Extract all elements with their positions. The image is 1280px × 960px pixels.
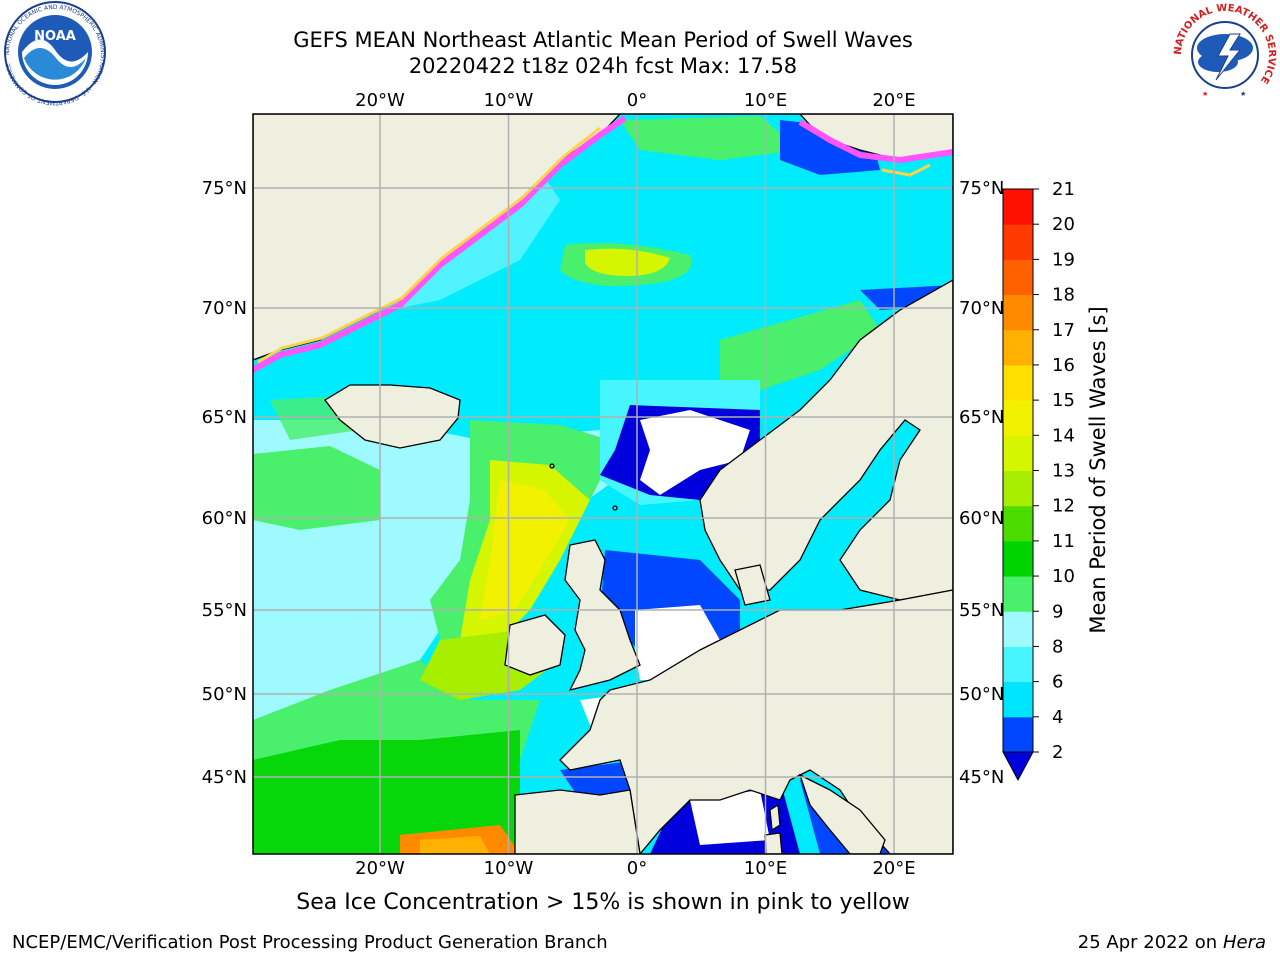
colorbar-bin xyxy=(1003,259,1033,296)
longitude-label: 10°W xyxy=(484,90,534,111)
sea-ice-edge xyxy=(253,115,627,373)
colorbar-label: Mean Period of Swell Waves [s] xyxy=(1086,306,1110,633)
latitude-label: 60°N xyxy=(202,508,247,529)
longitude-label: 20°E xyxy=(872,90,915,111)
latitude-label: 75°N xyxy=(202,178,247,199)
colorbar-bin xyxy=(1003,224,1033,260)
colorbar: 2 4 6 8 9 10 11 12 13 14 15 16 17 18 19 20 21 xyxy=(1002,179,1075,782)
latitude-label: 60°N xyxy=(959,508,1004,529)
svg-text:★: ★ xyxy=(1240,90,1246,98)
map-subtitle: 20220422 t18z 024h fcst Max: 17.58 xyxy=(408,54,798,78)
run-date-credit: 25 Apr 2022 on Hera xyxy=(1078,932,1266,953)
graticule xyxy=(253,114,953,854)
colorbar-bin xyxy=(1003,611,1033,647)
colorbar-tick-label: 8 xyxy=(1052,636,1063,657)
noaa-logo-text: NOAA xyxy=(34,29,76,44)
svg-text:★: ★ xyxy=(1202,90,1208,98)
colorbar-bin xyxy=(1003,681,1033,718)
map-field xyxy=(253,114,953,854)
latitude-label: 50°N xyxy=(959,684,1004,705)
longitude-label: 10°E xyxy=(744,858,787,879)
latitude-label: 50°N xyxy=(202,684,247,705)
colorbar-tick-label: 13 xyxy=(1052,461,1075,482)
longitude-label: 0° xyxy=(627,858,647,879)
latitude-label: 70°N xyxy=(959,298,1004,319)
nws-logo: NATIONAL WEATHER SERVICE ★ ★ xyxy=(1173,3,1277,107)
colorbar-tick-label: 4 xyxy=(1052,707,1063,728)
latitude-label: 75°N xyxy=(959,178,1004,199)
colorbar-frame xyxy=(1002,188,1034,753)
longitude-label: 10°W xyxy=(484,858,534,879)
longitude-label: 20°W xyxy=(355,90,405,111)
colorbar-bin xyxy=(1003,435,1033,471)
latitude-label: 65°N xyxy=(959,407,1004,428)
colorbar-tick-label: 6 xyxy=(1052,672,1063,693)
colorbar-tick-label: 14 xyxy=(1052,425,1075,446)
land-masses xyxy=(253,114,953,854)
colorbar-tick-label: 10 xyxy=(1052,566,1075,587)
swell-field xyxy=(253,116,953,854)
colorbar-bin xyxy=(1003,470,1033,507)
colorbar-bin xyxy=(1003,329,1033,366)
colorbar-bin xyxy=(1003,364,1033,401)
colorbar-bin xyxy=(1003,540,1033,577)
colorbar-bin xyxy=(1003,294,1033,331)
colorbar-extend-arrow xyxy=(1002,751,1034,782)
colorbar-bin xyxy=(1003,576,1033,612)
colorbar-tick-label: 11 xyxy=(1052,531,1075,552)
colorbar-tick-label: 21 xyxy=(1052,179,1075,200)
colorbar-tick-label: 17 xyxy=(1052,320,1075,341)
colorbar-tick-label: 2 xyxy=(1052,742,1063,763)
colorbar-bin xyxy=(1003,505,1033,542)
run-date: 25 Apr 2022 on xyxy=(1077,932,1218,953)
producer-credit: NCEP/EMC/Verification Post Processing Pr… xyxy=(12,932,608,953)
map-frame xyxy=(252,113,954,855)
sea-ice-note: Sea Ice Concentration > 15% is shown in … xyxy=(296,890,910,915)
latitude-label: 55°N xyxy=(959,600,1004,621)
colorbar-bin xyxy=(1003,400,1033,436)
latitude-labels: 75°N 75°N 70°N 70°N 65°N 65°N 60°N 60°N 55°N 55°N… xyxy=(202,178,1005,788)
latitude-label: 45°N xyxy=(202,767,247,788)
colorbar-tick-label: 12 xyxy=(1052,496,1075,517)
longitude-label: 0° xyxy=(627,90,647,111)
longitude-label: 10°E xyxy=(744,90,787,111)
colorbar-bin xyxy=(1003,646,1033,683)
colorbar-bin xyxy=(1003,716,1033,753)
noaa-logo: NATIONAL OCEANIC AND ATMOSPHERIC ADMINIS… xyxy=(4,1,106,106)
machine-name: Hera xyxy=(1222,932,1266,953)
latitude-label: 45°N xyxy=(959,767,1004,788)
longitude-label: 20°W xyxy=(355,858,405,879)
longitude-labels: 20°W 20°W 10°W 10°W 0° 0° 10°E 10°E 20°E 20°E xyxy=(355,90,915,879)
latitude-label: 70°N xyxy=(202,298,247,319)
no-data-areas xyxy=(580,410,880,845)
colorbar-tick-label: 9 xyxy=(1052,601,1063,622)
colorbar-tick-label: 18 xyxy=(1052,285,1075,306)
colorbar-tick-label: 16 xyxy=(1052,355,1075,376)
map-title: GEFS MEAN Northeast Atlantic Mean Period… xyxy=(293,28,913,52)
latitude-label: 65°N xyxy=(202,407,247,428)
colorbar-tick-label: 19 xyxy=(1052,249,1075,270)
longitude-label: 20°E xyxy=(872,858,915,879)
colorbar-tick-label: 20 xyxy=(1052,214,1075,235)
colorbar-bin xyxy=(1003,189,1033,225)
colorbar-tick-label: 15 xyxy=(1052,390,1075,411)
latitude-label: 55°N xyxy=(202,600,247,621)
